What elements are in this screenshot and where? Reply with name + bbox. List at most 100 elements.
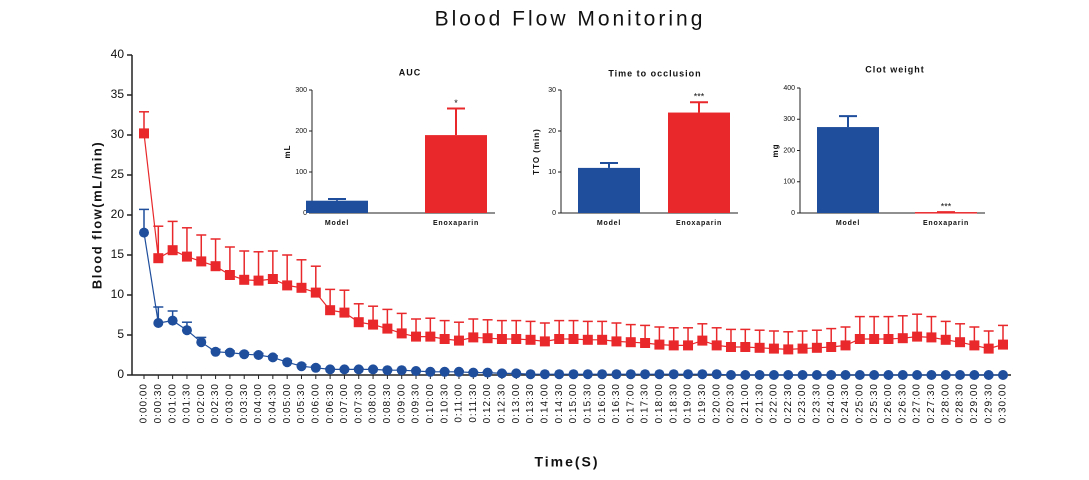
point [897, 333, 908, 344]
x-tick-label: 0:23:00 [797, 383, 808, 423]
point [568, 369, 579, 380]
point [511, 368, 522, 379]
point [754, 342, 765, 353]
x-tick-label: Model [325, 220, 349, 227]
x-tick-label: 0:19:00 [683, 383, 694, 423]
point [396, 328, 407, 339]
x-tick-label: 0:25:30 [869, 383, 880, 423]
y-tick-label: 25 [111, 167, 125, 181]
point [482, 367, 493, 378]
point [983, 343, 994, 354]
x-tick-label: 0:18:00 [654, 383, 665, 423]
inset-title: Time to occlusion [608, 68, 701, 78]
x-tick-label: 0:13:30 [525, 383, 536, 423]
point [239, 274, 250, 285]
point [625, 369, 636, 380]
point [797, 343, 808, 354]
x-tick-label: 0:17:00 [625, 383, 636, 423]
point [625, 337, 636, 348]
x-tick-label: 0:08:00 [368, 383, 379, 423]
point [468, 332, 479, 343]
x-tick-label: 0:15:30 [582, 383, 593, 423]
x-tick-label: Enoxaparin [923, 220, 969, 227]
y-tick-label: 20 [548, 128, 556, 135]
point [897, 370, 908, 380]
point [854, 334, 865, 344]
bar [915, 212, 977, 214]
point [339, 364, 350, 375]
point [597, 369, 608, 380]
x-tick-label: 0:06:00 [310, 383, 321, 423]
y-tick-label: 30 [548, 87, 556, 94]
point [411, 366, 422, 376]
point [310, 362, 321, 373]
point [926, 370, 937, 380]
point [210, 261, 221, 272]
point [368, 364, 379, 375]
point [139, 128, 149, 139]
x-tick-label: 0:11:30 [468, 383, 479, 423]
x-tick-label: 0:21:00 [740, 383, 751, 423]
x-tick-label: 0:28:00 [940, 383, 951, 423]
point [683, 340, 694, 351]
point [368, 319, 379, 330]
point [382, 323, 393, 334]
x-axis-label: Time(S) [534, 454, 599, 470]
point [826, 342, 837, 352]
point [869, 370, 880, 380]
y-axis-label: mg [771, 144, 780, 158]
point [282, 280, 293, 291]
x-tick-label: 0:21:30 [754, 383, 765, 423]
point [654, 369, 665, 380]
point [325, 305, 336, 316]
x-tick-label: 0:04:30 [267, 383, 278, 423]
point [840, 370, 851, 380]
point [353, 317, 364, 328]
y-tick-label: 100 [783, 179, 795, 186]
point [811, 370, 822, 380]
x-tick-label: 0:18:30 [668, 383, 679, 423]
x-tick-label: Enoxaparin [676, 220, 722, 227]
point [453, 335, 464, 346]
y-tick-label: 400 [783, 85, 795, 92]
x-tick-label: Model [597, 220, 621, 227]
point [482, 333, 493, 344]
x-tick-label: 0:02:00 [196, 383, 207, 423]
significance-label: * [454, 98, 458, 108]
point [539, 369, 550, 380]
x-tick-label: 0:22:00 [769, 383, 780, 423]
point [611, 336, 622, 347]
point [826, 370, 837, 380]
y-tick-label: 20 [111, 207, 125, 221]
point [754, 370, 765, 380]
point [640, 338, 651, 348]
point [582, 334, 593, 345]
point [955, 337, 966, 348]
y-tick-label: 10 [548, 169, 556, 176]
y-axis-label: mL [283, 145, 292, 159]
point [926, 332, 937, 343]
y-tick-label: 0 [791, 210, 795, 217]
x-tick-label: Enoxaparin [433, 220, 479, 227]
x-tick-label: 0:11:00 [454, 383, 465, 423]
x-tick-label: 0:30:00 [998, 383, 1009, 423]
y-tick-label: 0 [552, 210, 556, 217]
x-tick-label: 0:07:00 [339, 383, 350, 423]
point [883, 334, 894, 344]
x-tick-label: 0:10:30 [439, 383, 450, 423]
point [267, 274, 278, 284]
x-tick-label: Model [836, 220, 860, 227]
inset-title: AUC [399, 67, 422, 77]
y-tick-label: 15 [111, 247, 125, 261]
point [912, 331, 923, 342]
x-tick-label: 0:20:00 [711, 383, 722, 423]
y-tick-label: 5 [117, 327, 124, 341]
y-tick-label: 300 [295, 87, 307, 94]
y-tick-label: 100 [295, 169, 307, 176]
x-tick-label: 0:05:00 [282, 383, 293, 423]
chart-title: Blood Flow Monitoring [435, 8, 706, 31]
point [912, 370, 923, 380]
y-tick-label: 35 [111, 87, 125, 101]
point [181, 325, 192, 336]
x-tick-label: 0:12:00 [482, 383, 493, 423]
